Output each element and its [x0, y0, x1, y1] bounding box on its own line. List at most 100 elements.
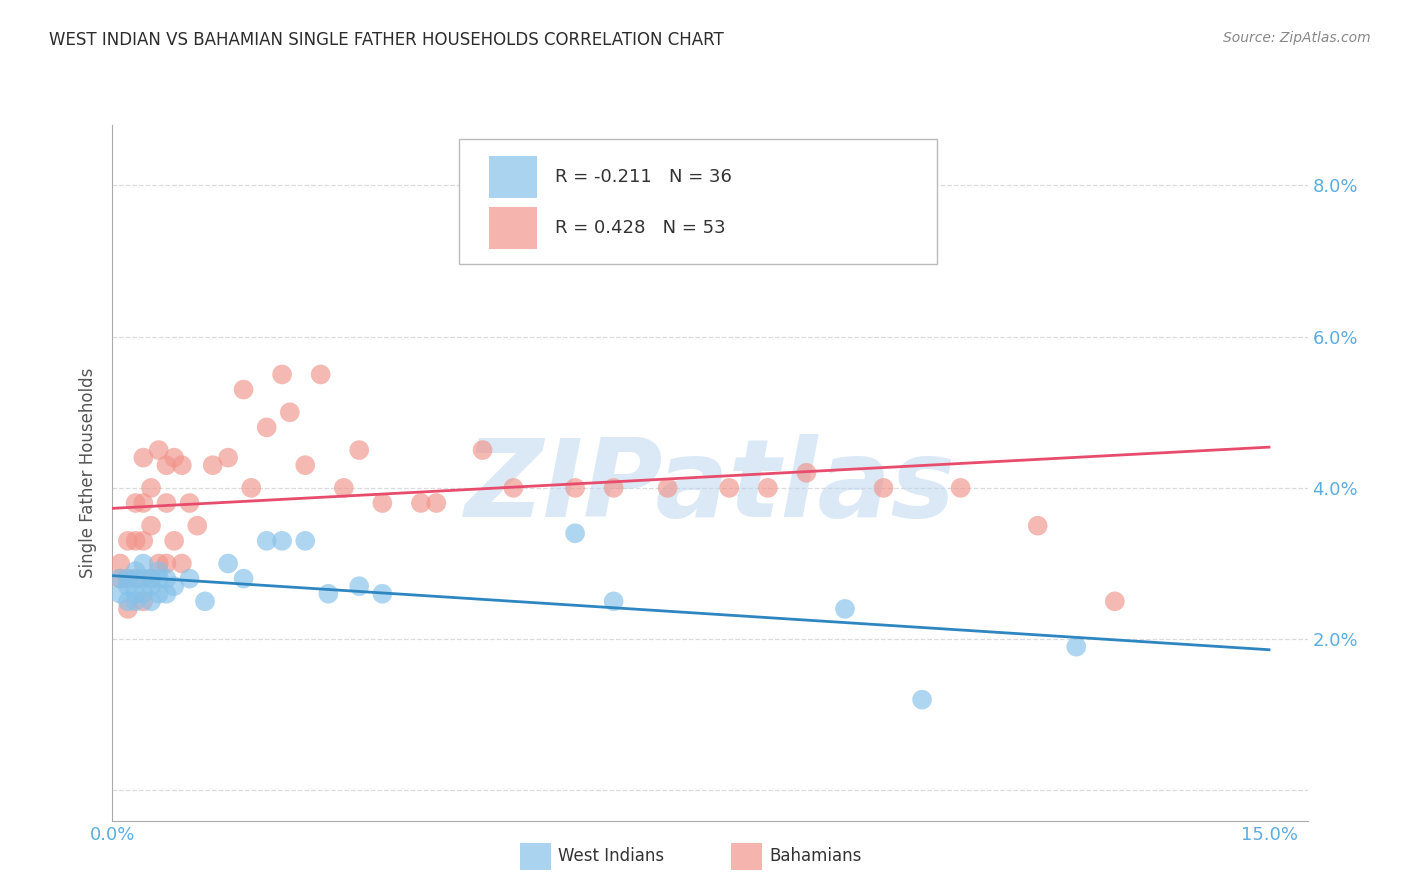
Point [108, 587, 131, 601]
Point [834, 602, 856, 616]
Point [124, 564, 146, 578]
Point [371, 587, 394, 601]
Point [117, 572, 139, 586]
Point [201, 458, 224, 473]
Point [148, 443, 170, 458]
Point [148, 557, 170, 571]
Point [471, 443, 494, 458]
Point [124, 572, 146, 586]
Point [409, 496, 432, 510]
Point [132, 587, 155, 601]
Y-axis label: Single Father Households: Single Father Households [79, 368, 97, 578]
Point [179, 496, 201, 510]
Text: WEST INDIAN VS BAHAMIAN SINGLE FATHER HOUSEHOLDS CORRELATION CHART: WEST INDIAN VS BAHAMIAN SINGLE FATHER HO… [49, 31, 724, 49]
Point [155, 587, 177, 601]
Point [170, 557, 193, 571]
Point [139, 481, 162, 495]
Point [194, 594, 217, 608]
Point [318, 587, 340, 601]
Point [232, 572, 254, 586]
Point [602, 594, 624, 608]
Point [949, 481, 972, 495]
Point [139, 594, 162, 608]
Point [294, 458, 316, 473]
Point [132, 594, 155, 608]
Point [132, 533, 155, 548]
Point [179, 572, 201, 586]
Point [117, 594, 139, 608]
Point [657, 481, 679, 495]
Point [132, 450, 155, 465]
Point [1064, 640, 1087, 654]
Point [124, 496, 146, 510]
Point [271, 533, 294, 548]
Point [502, 481, 524, 495]
Point [155, 458, 177, 473]
Point [108, 572, 131, 586]
Point [163, 533, 186, 548]
Text: R = 0.428   N = 53: R = 0.428 N = 53 [554, 219, 725, 237]
Point [155, 496, 177, 510]
Point [148, 564, 170, 578]
Point [117, 572, 139, 586]
Point [124, 572, 146, 586]
Text: West Indians: West Indians [558, 847, 664, 865]
Point [117, 533, 139, 548]
Point [132, 496, 155, 510]
Text: R = -0.211   N = 36: R = -0.211 N = 36 [554, 168, 731, 186]
Point [124, 594, 146, 608]
Point [139, 518, 162, 533]
Point [155, 572, 177, 586]
Point [1104, 594, 1126, 608]
Point [911, 692, 934, 706]
Bar [489, 207, 537, 249]
Point [132, 557, 155, 571]
Text: Source: ZipAtlas.com: Source: ZipAtlas.com [1223, 31, 1371, 45]
Point [124, 587, 146, 601]
Point [1026, 518, 1049, 533]
Point [155, 557, 177, 571]
Point [117, 602, 139, 616]
Point [872, 481, 894, 495]
Point [139, 579, 162, 593]
Point [309, 368, 332, 382]
FancyBboxPatch shape [458, 139, 936, 264]
Point [217, 557, 239, 571]
Point [232, 383, 254, 397]
Point [371, 496, 394, 510]
Point [333, 481, 356, 495]
Point [163, 450, 186, 465]
Point [240, 481, 263, 495]
Point [139, 572, 162, 586]
Text: Bahamians: Bahamians [769, 847, 862, 865]
Point [602, 481, 624, 495]
Point [756, 481, 779, 495]
Point [718, 481, 741, 495]
Point [278, 405, 301, 419]
Point [132, 572, 155, 586]
Point [124, 533, 146, 548]
Point [564, 526, 586, 541]
Point [139, 572, 162, 586]
Point [425, 496, 447, 510]
Point [163, 579, 186, 593]
Point [148, 587, 170, 601]
Point [217, 450, 239, 465]
Point [294, 533, 316, 548]
Point [108, 572, 131, 586]
Text: ZIPatlas: ZIPatlas [464, 434, 956, 540]
Point [834, 239, 856, 253]
Point [117, 579, 139, 593]
Point [186, 518, 208, 533]
Point [347, 443, 370, 458]
Point [108, 557, 131, 571]
Point [796, 466, 818, 480]
Point [148, 572, 170, 586]
Point [271, 368, 294, 382]
Point [170, 458, 193, 473]
Point [564, 481, 586, 495]
Point [256, 533, 278, 548]
Point [347, 579, 370, 593]
Point [256, 420, 278, 434]
Bar [489, 156, 537, 198]
